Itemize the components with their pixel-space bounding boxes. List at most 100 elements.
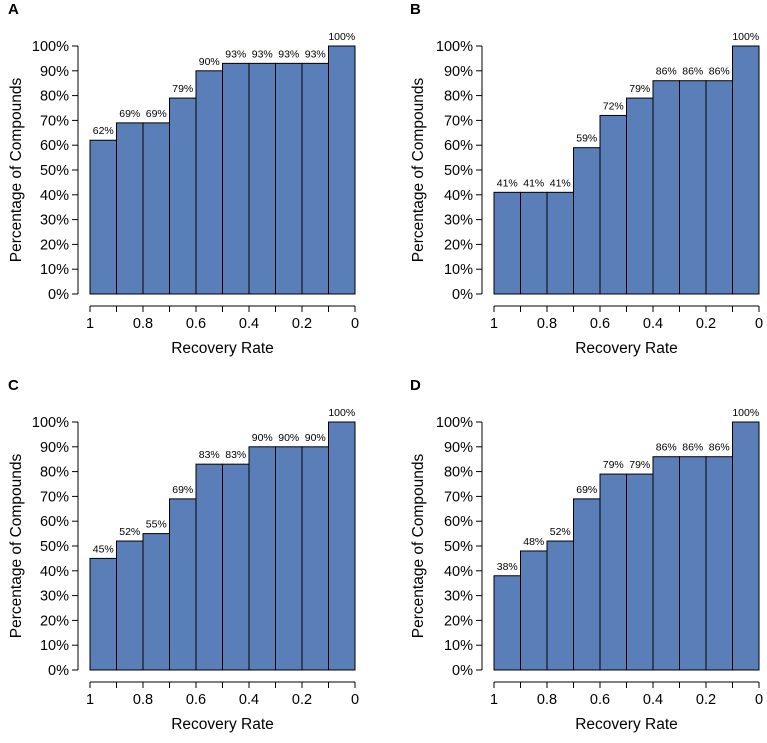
data-label-D-2: 48% xyxy=(523,536,544,548)
bar-D-3 xyxy=(546,540,574,671)
data-label-C-6: 83% xyxy=(225,449,246,461)
bar-D-10 xyxy=(732,421,760,671)
bar-A-2 xyxy=(116,122,144,295)
x-tick-label-C-5: 0 xyxy=(351,692,359,708)
y-tick-label-D-4: 40% xyxy=(444,564,473,580)
bar-A-6 xyxy=(222,62,250,295)
x-tick-label-C-0: 1 xyxy=(86,692,94,708)
bar-D-8 xyxy=(679,456,707,671)
x-axis-title-D: Recovery Rate xyxy=(575,716,678,733)
bar-D-1 xyxy=(493,575,521,671)
data-label-B-6: 79% xyxy=(629,83,650,95)
data-label-C-1: 45% xyxy=(93,543,114,555)
y-tick-label-C-4: 40% xyxy=(40,564,69,580)
bar-A-1 xyxy=(89,139,117,295)
bar-A-7 xyxy=(248,62,276,295)
y-axis-title-D: Percentage of Compounds xyxy=(410,454,427,639)
y-tick-label-A-1: 10% xyxy=(40,262,69,278)
data-label-D-5: 79% xyxy=(603,459,624,471)
y-tick-label-D-3: 30% xyxy=(444,589,473,605)
data-label-B-2: 41% xyxy=(523,177,544,189)
data-label-A-9: 93% xyxy=(305,48,326,60)
y-tick-label-D-7: 70% xyxy=(444,489,473,505)
y-tick-label-C-6: 60% xyxy=(40,514,69,530)
y-tick-label-B-5: 50% xyxy=(444,163,473,179)
bar-B-6 xyxy=(626,97,654,295)
y-tick-label-B-1: 10% xyxy=(444,262,473,278)
bar-A-9 xyxy=(301,62,329,295)
y-tick-label-B-10: 100% xyxy=(436,39,473,55)
data-label-C-3: 55% xyxy=(146,519,167,531)
data-label-A-6: 93% xyxy=(225,48,246,60)
x-tick-label-B-3: 0.4 xyxy=(643,316,663,332)
y-tick-label-C-0: 0% xyxy=(48,663,69,679)
bar-D-6 xyxy=(626,473,654,671)
bar-B-3 xyxy=(546,191,574,295)
bar-C-10 xyxy=(328,421,356,671)
bar-C-8 xyxy=(275,446,303,671)
data-label-D-9: 86% xyxy=(709,442,730,454)
x-axis-title-B: Recovery Rate xyxy=(575,340,678,357)
bar-A-10 xyxy=(328,45,356,295)
bar-C-7 xyxy=(248,446,276,671)
bar-D-7 xyxy=(652,456,680,671)
y-tick-label-A-3: 30% xyxy=(40,213,69,229)
bar-D-9 xyxy=(705,456,733,671)
data-label-A-2: 69% xyxy=(119,108,140,120)
data-label-D-6: 79% xyxy=(629,459,650,471)
x-tick-label-D-5: 0 xyxy=(755,692,763,708)
y-tick-label-D-8: 80% xyxy=(444,465,473,481)
bar-B-10 xyxy=(732,45,760,295)
x-tick-label-B-5: 0 xyxy=(755,316,763,332)
x-tick-label-A-3: 0.4 xyxy=(239,316,259,332)
x-tick-label-A-5: 0 xyxy=(351,316,359,332)
y-tick-label-C-1: 10% xyxy=(40,638,69,654)
data-label-A-5: 90% xyxy=(199,56,220,68)
y-tick-label-D-5: 50% xyxy=(444,539,473,555)
x-tick-label-B-1: 0.8 xyxy=(537,316,557,332)
y-tick-label-A-10: 100% xyxy=(32,39,69,55)
x-tick-label-C-1: 0.8 xyxy=(133,692,153,708)
bar-D-4 xyxy=(573,498,601,671)
bar-C-5 xyxy=(195,463,223,671)
x-tick-label-B-4: 0.2 xyxy=(696,316,716,332)
bar-A-5 xyxy=(195,70,223,295)
x-tick-label-C-4: 0.2 xyxy=(292,692,312,708)
x-axis-title-A: Recovery Rate xyxy=(171,340,274,357)
data-label-B-3: 41% xyxy=(550,177,571,189)
y-tick-label-A-9: 90% xyxy=(40,64,69,80)
data-label-C-10: 100% xyxy=(328,407,355,419)
bar-B-8 xyxy=(679,80,707,295)
data-label-D-7: 86% xyxy=(656,442,677,454)
bar-A-8 xyxy=(275,62,303,295)
panel-letter-D: D xyxy=(410,377,421,394)
y-tick-label-A-0: 0% xyxy=(48,287,69,303)
x-tick-label-A-1: 0.8 xyxy=(133,316,153,332)
data-label-D-1: 38% xyxy=(497,561,518,573)
y-tick-label-B-0: 0% xyxy=(452,287,473,303)
y-tick-label-D-10: 100% xyxy=(436,415,473,431)
bar-B-4 xyxy=(573,147,601,295)
y-tick-label-A-6: 60% xyxy=(40,138,69,154)
bar-C-4 xyxy=(169,498,197,671)
data-label-C-4: 69% xyxy=(172,484,193,496)
panel-letter-A: A xyxy=(8,1,19,18)
x-tick-label-D-3: 0.4 xyxy=(643,692,663,708)
data-label-D-8: 86% xyxy=(682,442,703,454)
x-tick-label-B-0: 1 xyxy=(490,316,498,332)
y-tick-label-C-5: 50% xyxy=(40,539,69,555)
y-tick-label-C-9: 90% xyxy=(40,440,69,456)
x-axis-title-C: Recovery Rate xyxy=(171,716,274,733)
y-tick-label-B-4: 40% xyxy=(444,188,473,204)
bar-B-5 xyxy=(599,114,627,295)
data-label-A-10: 100% xyxy=(328,31,355,43)
x-tick-label-A-0: 1 xyxy=(86,316,94,332)
data-label-A-1: 62% xyxy=(93,125,114,137)
panel-letter-B: B xyxy=(410,1,421,18)
data-label-A-8: 93% xyxy=(278,48,299,60)
data-label-A-3: 69% xyxy=(146,108,167,120)
bar-D-5 xyxy=(599,473,627,671)
y-tick-label-C-2: 20% xyxy=(40,613,69,629)
panel-letter-C: C xyxy=(8,377,19,394)
